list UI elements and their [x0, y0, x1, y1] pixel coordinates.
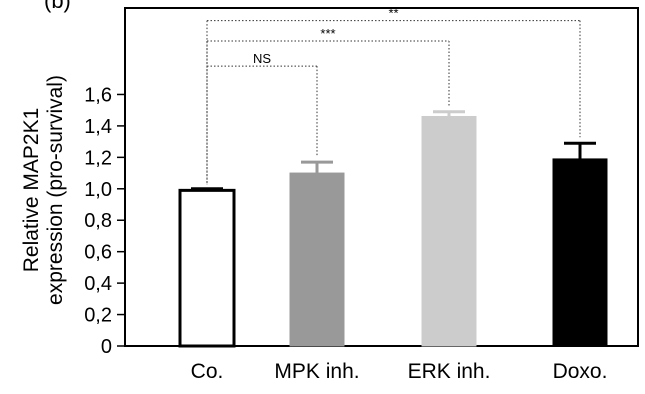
- bars: [178, 110, 608, 348]
- y-axis-title-line1: Relative MAP2K1: [20, 108, 43, 273]
- plot-border: [124, 7, 639, 347]
- y-axis-title: Relative MAP2K1 expression (pro-survival): [20, 75, 67, 305]
- y-tick-label: 1,4: [84, 116, 112, 138]
- axis-labels: Co. MPK inh. ERK inh. Doxo. Relative MAP2K1 e…: [20, 0, 607, 383]
- bar-3: [552, 158, 608, 347]
- y-tick-label: 0,4: [84, 273, 112, 295]
- significance-label: NS: [253, 51, 271, 66]
- bar-0: [178, 188, 236, 348]
- y-tick-label: 1,6: [84, 84, 112, 106]
- x-category-label: ERK inh.: [408, 360, 491, 383]
- y-axis-title-line2: expression (pro-survival): [44, 75, 67, 305]
- plot-frame: [124, 7, 639, 347]
- x-category-label: Doxo.: [553, 360, 608, 383]
- panel-label: (b): [44, 0, 71, 13]
- y-tick-label: 0,8: [84, 210, 112, 232]
- x-category-label: MPK inh.: [274, 360, 359, 383]
- y-tick-label: 1,0: [84, 179, 112, 201]
- bar-2: [421, 115, 477, 347]
- significance-label: **: [388, 6, 398, 21]
- bar-1: [289, 172, 345, 347]
- y-axis-ticks: 0 0,2 0,4 0,6 0,8 1,0 1,2 1,4 1,6: [84, 84, 125, 358]
- significance-brackets: NS*****: [206, 6, 581, 185]
- x-category-label: Co.: [191, 360, 224, 383]
- y-tick-label: 0,2: [84, 305, 112, 327]
- significance-label: ***: [320, 26, 335, 41]
- y-tick-label: 0: [101, 336, 112, 358]
- y-tick-label: 0,6: [84, 242, 112, 264]
- y-tick-label: 1,2: [84, 147, 112, 169]
